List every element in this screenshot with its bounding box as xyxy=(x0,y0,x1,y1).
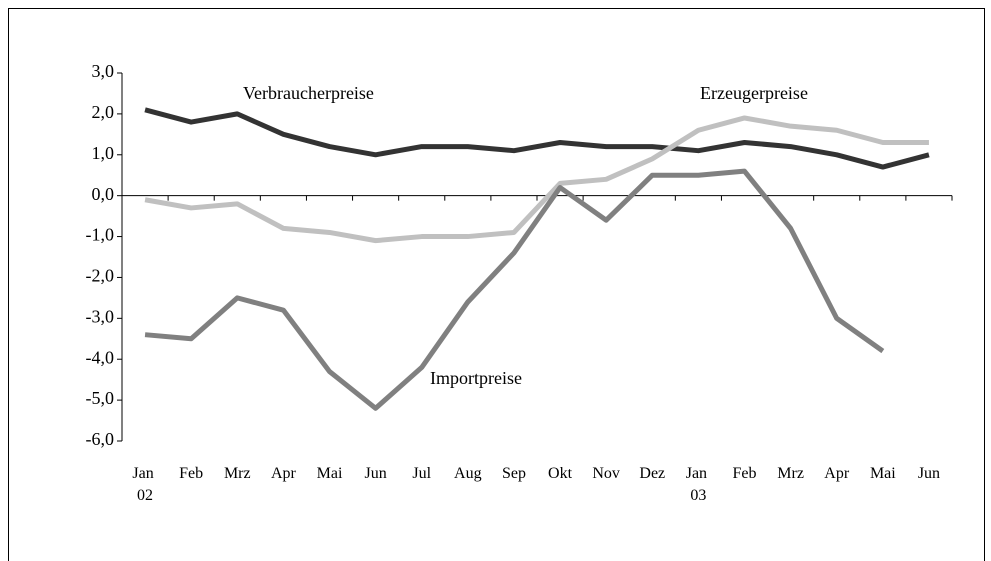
x-tick-label: Apr xyxy=(271,465,297,482)
x-tick-label: Mrz xyxy=(777,465,804,482)
x-tick-label: Nov xyxy=(592,465,620,482)
x-tick-label: Feb xyxy=(179,465,203,482)
series-label: Erzeugerpreise xyxy=(700,83,808,103)
y-tick-label: -6,0 xyxy=(86,429,115,449)
y-tick-label: 1,0 xyxy=(92,143,115,163)
y-tick-label: -1,0 xyxy=(86,225,115,245)
x-tick-label: Jul xyxy=(412,465,431,482)
series-line xyxy=(144,115,929,244)
y-tick-label: 0,0 xyxy=(92,184,115,204)
x-tick-label: Aug xyxy=(454,465,482,482)
x-tick-label: Jan 02 xyxy=(132,465,157,504)
x-tick-label: Mai xyxy=(317,465,343,482)
series-line xyxy=(144,107,930,170)
x-tick-label: Jun xyxy=(364,465,386,482)
x-tick-label: Jan 03 xyxy=(686,465,711,504)
series-label: Verbraucherpreise xyxy=(243,83,374,103)
y-tick-label: -3,0 xyxy=(86,306,115,326)
x-tick-label: Okt xyxy=(548,465,573,482)
y-tick-label: -4,0 xyxy=(86,347,115,367)
series-line xyxy=(144,168,885,411)
y-tick-label: -5,0 xyxy=(86,388,115,408)
series-label: Importpreise xyxy=(430,368,522,388)
x-tick-label: Sep xyxy=(502,465,526,482)
y-tick-label: 2,0 xyxy=(92,102,115,122)
y-tick-label: -2,0 xyxy=(86,266,115,286)
chart-frame xyxy=(8,8,985,561)
x-tick-label: Apr xyxy=(824,465,850,482)
x-tick-label: Feb xyxy=(733,465,757,482)
x-tick-label: Dez xyxy=(639,465,665,482)
y-tick-label: 3,0 xyxy=(92,61,115,81)
x-tick-label: Jun xyxy=(918,465,940,482)
x-tick-label: Mrz xyxy=(224,465,251,482)
x-tick-label: Mai xyxy=(870,465,896,482)
